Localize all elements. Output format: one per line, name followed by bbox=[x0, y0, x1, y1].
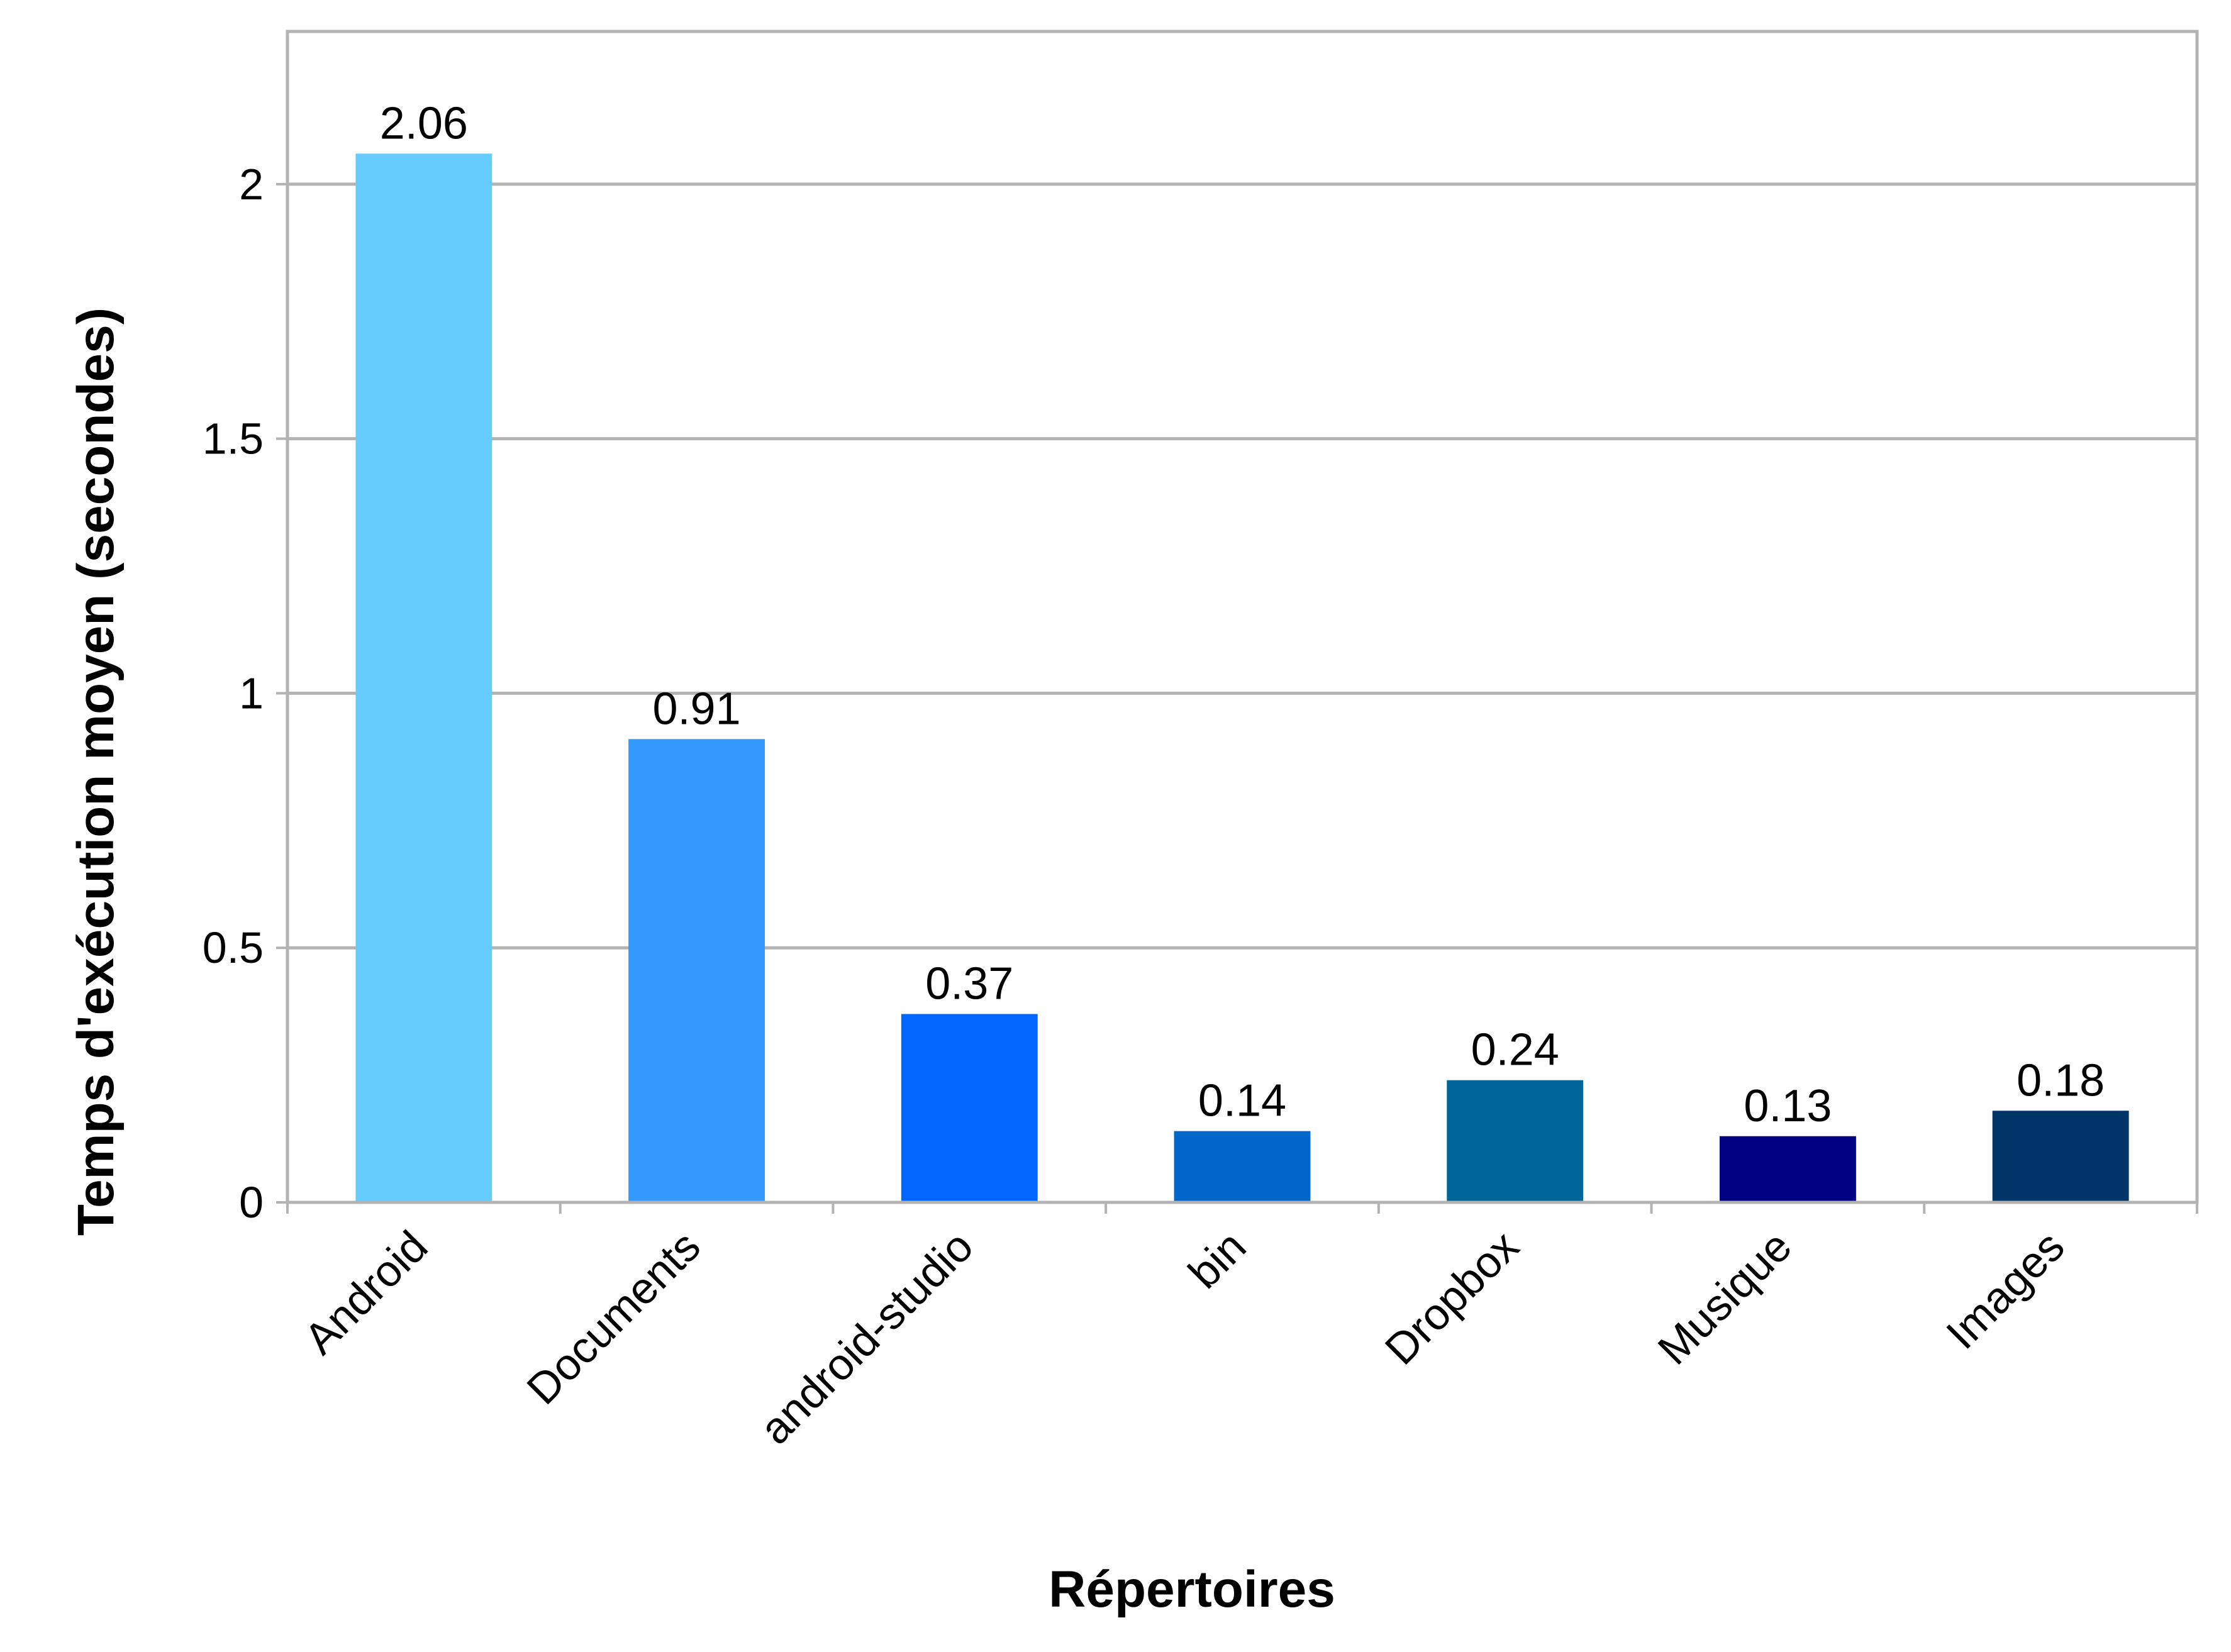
y-axis-title: Temps d'exécution moyen (secondes) bbox=[67, 308, 125, 1236]
data-label: 0.13 bbox=[1744, 1081, 1832, 1131]
data-label: 0.37 bbox=[925, 958, 1013, 1009]
y-tick-label: 0.5 bbox=[203, 923, 264, 972]
data-label: 2.06 bbox=[380, 98, 468, 148]
data-label: 0.14 bbox=[1198, 1076, 1286, 1126]
bar-musique bbox=[1720, 1136, 1856, 1202]
y-tick-label: 0 bbox=[239, 1178, 264, 1227]
data-label: 0.91 bbox=[653, 684, 741, 734]
data-labels: 2.06 0.91 0.37 0.14 0.24 0.13 0.18 bbox=[380, 98, 2105, 1131]
data-label: 0.18 bbox=[2017, 1055, 2105, 1106]
bar-images bbox=[1992, 1111, 2129, 1202]
y-tick-label: 1 bbox=[239, 668, 264, 718]
y-axis-ticks: 0 0.5 1 1.5 2 bbox=[203, 160, 287, 1227]
bars bbox=[355, 153, 2129, 1202]
plot-frame bbox=[286, 30, 2199, 1204]
x-axis-title: Répertoires bbox=[1049, 1561, 1335, 1618]
bar-dropbox bbox=[1447, 1080, 1584, 1202]
bar-documents bbox=[628, 739, 765, 1202]
gridlines bbox=[287, 182, 2197, 950]
plot-border bbox=[286, 30, 2199, 1204]
bar-android bbox=[355, 153, 492, 1202]
bar-android-studio bbox=[901, 1014, 1038, 1202]
y-tick-label: 1.5 bbox=[203, 414, 264, 463]
y-tick-label: 2 bbox=[239, 160, 264, 209]
data-label: 0.24 bbox=[1471, 1025, 1559, 1075]
bar-bin bbox=[1174, 1131, 1311, 1202]
